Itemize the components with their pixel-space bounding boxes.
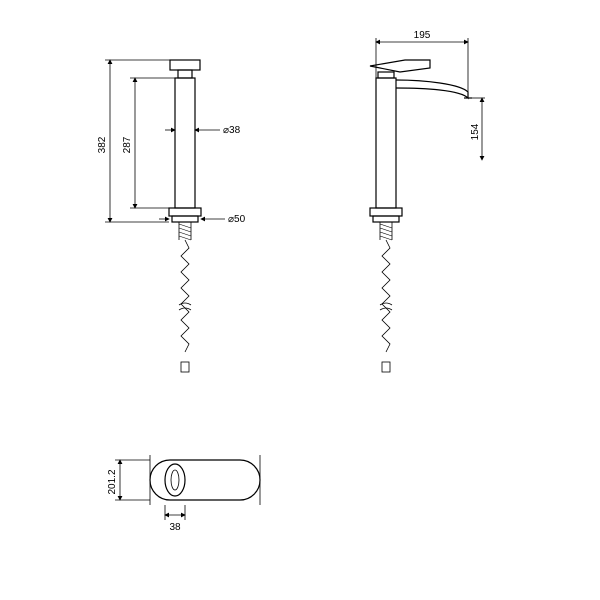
dim-spout-height: 154 [470,123,481,140]
dim-top-width: 38 [169,522,181,533]
dim-top-length: 201.2 [107,469,118,494]
dim-total-height: 382 [97,136,108,153]
top-view: 201.2 38 [107,455,260,533]
faucet-technical-drawing: 382 287 ⌀38 ⌀50 [0,0,600,600]
dim-diameter-body: ⌀38 [223,125,241,136]
front-view: 382 287 ⌀38 ⌀50 [97,60,246,372]
dim-diameter-base: ⌀50 [228,214,246,225]
dim-body-height: 287 [122,136,133,153]
side-view: 195 154 [370,30,485,372]
dim-reach: 195 [414,30,431,41]
